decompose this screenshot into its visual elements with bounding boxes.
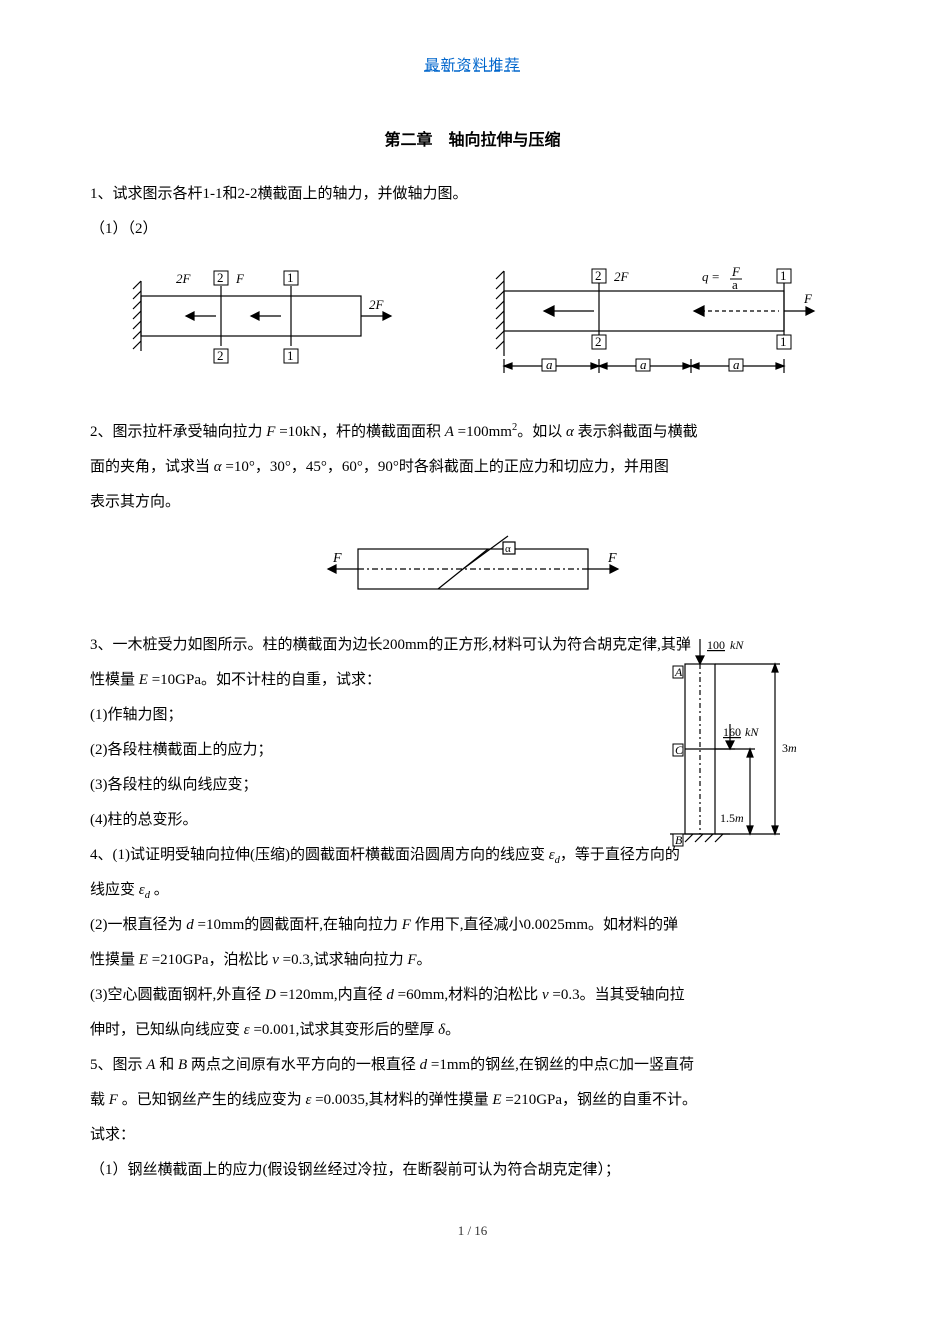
svg-text:100: 100: [707, 638, 725, 652]
svg-text:160: 160: [723, 725, 741, 739]
q4-l4: 性摸量 E =210GPa，泊松比 ν =0.3,试求轴向拉力 F。: [90, 944, 855, 977]
q1-sub: （1）（2）: [90, 213, 855, 246]
header-link: 最新资料推荐: [90, 50, 855, 83]
svg-text:2: 2: [595, 334, 602, 349]
q4-l3: (2)一根直径为 d =10mm的圆截面杆,在轴向拉力 F 作用下,直径减小0.…: [90, 909, 855, 942]
svg-text:kN: kN: [730, 638, 744, 652]
svg-text:2: 2: [217, 270, 224, 285]
svg-text:q: q: [702, 269, 709, 284]
q4-l5: (3)空心圆截面钢杆,外直径 D =120mm,内直径 d =60mm,材料的泊…: [90, 979, 855, 1012]
svg-text:1: 1: [287, 270, 294, 285]
q3-block: 3、一木桩受力如图所示。柱的横截面为边长200mm的正方形,材料可认为符合胡克定…: [90, 629, 855, 872]
q5-l4: （1）钢丝横截面上的应力(假设钢丝经过冷拉，在断裂前可认为符合胡克定律）；: [90, 1154, 855, 1187]
svg-text:C: C: [675, 743, 684, 757]
svg-text:kN: kN: [745, 725, 759, 739]
figure-row-1: 2F 2 F 1 2F 2 1: [90, 261, 855, 391]
q2-line2: 面的夹角，试求当 α =10°，30°，45°，60°，90°时各斜截面上的正应…: [90, 451, 855, 484]
q4-l2: 线应变 εd 。: [90, 874, 855, 907]
svg-text:1.5m: 1.5m: [720, 811, 744, 825]
svg-text:F: F: [235, 271, 245, 286]
svg-text:2F: 2F: [369, 297, 385, 312]
page-footer: 1 / 16: [90, 1217, 855, 1246]
q5-l3: 试求：: [90, 1119, 855, 1152]
svg-text:a: a: [640, 357, 647, 372]
svg-text:2: 2: [217, 348, 224, 363]
q2-line3: 表示其方向。: [90, 486, 855, 519]
svg-text:2: 2: [595, 268, 602, 283]
svg-text:3m: 3m: [782, 741, 797, 755]
svg-text:1: 1: [780, 334, 787, 349]
figure-1b: 2 2F q = Fa 1 F 2 1 a a a: [484, 261, 824, 391]
svg-text:2F: 2F: [176, 271, 192, 286]
svg-text:α: α: [505, 543, 511, 555]
svg-text:2F: 2F: [614, 269, 630, 284]
svg-text:F: F: [803, 291, 813, 306]
figure-1a: 2F 2 F 1 2F 2 1: [121, 261, 401, 371]
svg-text:A: A: [674, 665, 683, 679]
q1-text: 1、试求图示各杆1-1和2-2横截面上的轴力，并做轴力图。: [90, 178, 855, 211]
svg-text:1: 1: [780, 268, 787, 283]
svg-text:a: a: [732, 277, 738, 292]
q5-l2: 载 F 。已知钢丝产生的线应变为 ε =0.0035,其材料的弹性摸量 E =2…: [90, 1084, 855, 1117]
svg-text:1: 1: [287, 348, 294, 363]
q5-l1: 5、图示 A 和 B 两点之间原有水平方向的一根直径 d =1mm的钢丝,在钢丝…: [90, 1049, 855, 1082]
svg-text:a: a: [733, 357, 740, 372]
svg-text:a: a: [546, 357, 553, 372]
svg-text:F: F: [332, 551, 342, 566]
figure-3: 100 kN A 160 kN C 3m 1.5m B: [645, 634, 815, 864]
figure-2-wrap: FF α: [90, 534, 855, 604]
svg-text:=: =: [712, 269, 719, 284]
q4-l6: 伸时，已知纵向线应变 ε =0.001,试求其变形后的壁厚 δ。: [90, 1014, 855, 1047]
q2-line1: 2、图示拉杆承受轴向拉力 F =10kN，杆的横截面面积 A =100mm2。如…: [90, 416, 855, 449]
chapter-title: 第二章 轴向拉伸与压缩: [90, 123, 855, 158]
header-link-anchor[interactable]: 最新资料推荐: [424, 58, 520, 74]
svg-text:F: F: [607, 551, 617, 566]
figure-2: FF α: [308, 534, 638, 604]
svg-text:B: B: [675, 833, 683, 847]
